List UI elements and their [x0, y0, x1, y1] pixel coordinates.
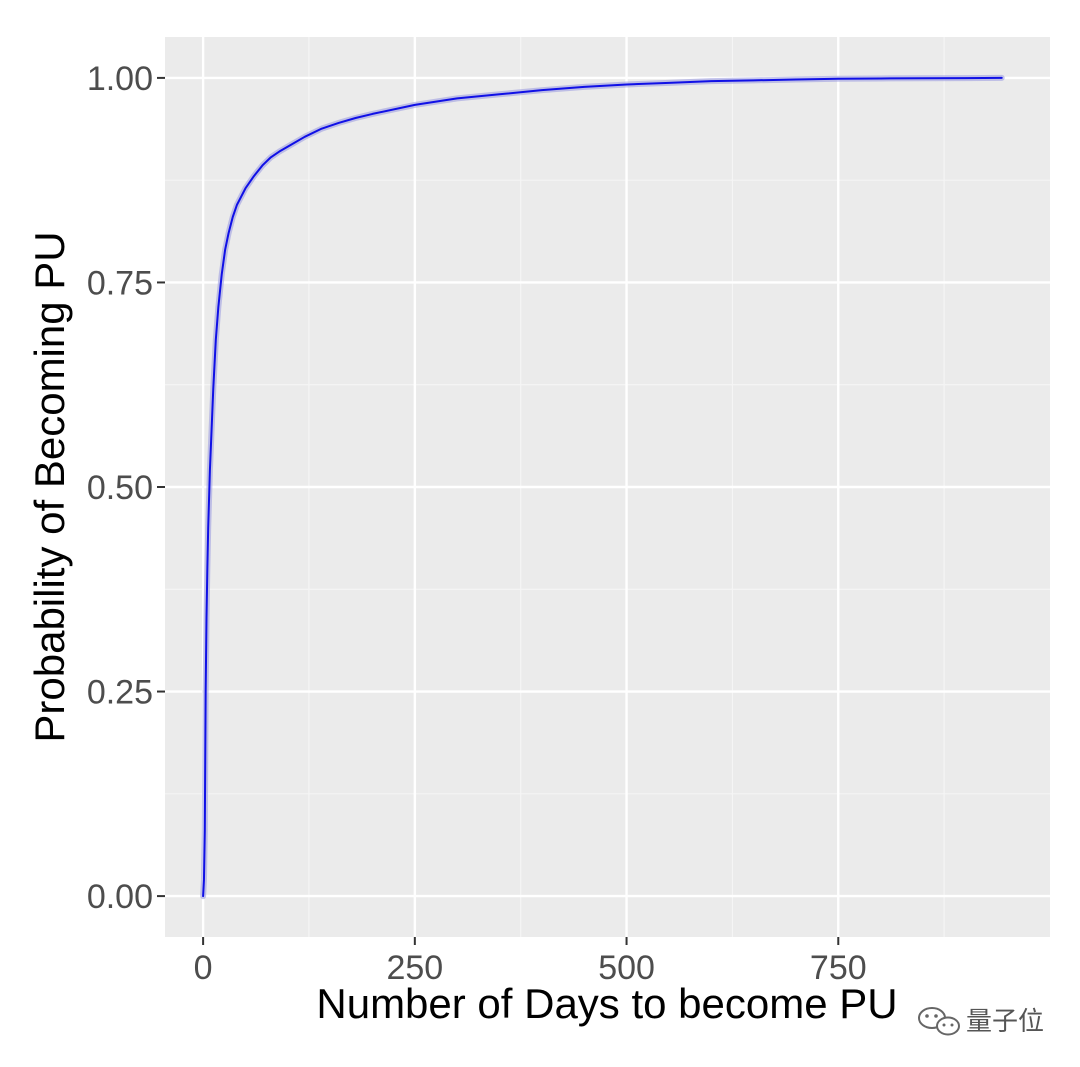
x-axis: 0 250 500 750: [194, 937, 867, 987]
y-tick-label: 0.50: [87, 469, 153, 507]
x-axis-title: Number of Days to become PU: [316, 980, 897, 1027]
x-tick-label: 250: [386, 949, 443, 987]
series-line: [202, 76, 1003, 898]
watermark: 量子位: [918, 1007, 1044, 1037]
y-axis: 0.00 0.25 0.50 0.75 1.00: [87, 60, 165, 916]
x-tick-label: 0: [194, 949, 213, 987]
y-tick-label: 0.25: [87, 674, 153, 712]
wechat-icon: [918, 1007, 960, 1036]
y-tick-label: 1.00: [87, 60, 153, 98]
y-tick-label: 0.75: [87, 264, 153, 302]
x-tick-label: 750: [810, 949, 867, 987]
x-tick-label: 500: [598, 949, 655, 987]
watermark-text: 量子位: [966, 1007, 1044, 1037]
y-tick-label: 0.00: [87, 878, 153, 916]
y-axis-title: Probability of Becoming PU: [26, 231, 73, 742]
series-layer: [200, 74, 1005, 900]
